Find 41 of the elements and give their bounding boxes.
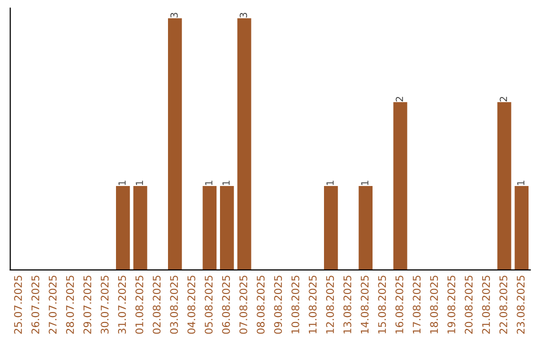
x-tick-label: 18.08.2025	[430, 276, 438, 334]
x-tick-label: 05.08.2025	[204, 276, 213, 334]
x-tick-label: 22.08.2025	[499, 276, 508, 334]
data-label: 2	[396, 96, 403, 102]
x-tick-label: 07.08.2025	[239, 276, 248, 334]
x-tick-label: 17.08.2025	[412, 276, 421, 334]
x-tick-label: 11.08.2025	[308, 276, 317, 334]
x-tick-label: 15.08.2025	[378, 276, 386, 334]
x-tick-label: 14.08.2025	[360, 276, 369, 334]
x-tick-label: 12.08.2025	[326, 276, 334, 334]
x-tick-label: 03.08.2025	[170, 276, 178, 334]
x-tick-label: 31.07.2025	[118, 276, 126, 334]
data-label: 2	[500, 96, 507, 102]
data-label: 1	[205, 180, 212, 185]
x-tick-label: 30.07.2025	[100, 276, 109, 334]
x-tick-label: 19.08.2025	[447, 276, 456, 334]
data-label: 1	[326, 180, 334, 185]
x-tick-label: 20.08.2025	[464, 276, 473, 334]
data-label: 1	[517, 180, 524, 185]
x-tick-label: 23.08.2025	[516, 276, 525, 334]
data-label: 3	[170, 12, 178, 18]
x-tick-label: 29.07.2025	[83, 276, 92, 334]
data-label: 1	[222, 180, 230, 185]
x-tick-label: 21.08.2025	[482, 276, 490, 334]
data-label: 1	[136, 180, 143, 185]
x-tick-label: 08.08.2025	[256, 276, 265, 334]
x-tick-label: 09.08.2025	[274, 276, 282, 334]
x-tick-label: 13.08.2025	[343, 276, 352, 334]
x-tick-label: 26.07.2025	[31, 276, 40, 334]
x-tick-label: 04.08.2025	[187, 276, 196, 334]
x-tick-label: 06.08.2025	[222, 276, 230, 334]
data-label: 1	[361, 180, 368, 185]
x-tick-label: 25.07.2025	[14, 276, 22, 334]
x-tick-label: 01.08.2025	[135, 276, 144, 334]
x-tick-label: 27.07.2025	[48, 276, 57, 334]
x-tick-label: 02.08.2025	[152, 276, 161, 334]
data-label: 1	[118, 180, 126, 185]
x-tick-label: 28.07.2025	[66, 276, 74, 334]
x-tick-label: 10.08.2025	[291, 276, 300, 334]
x-tick-label: 16.08.2025	[395, 276, 404, 334]
data-label: 3	[240, 12, 248, 18]
